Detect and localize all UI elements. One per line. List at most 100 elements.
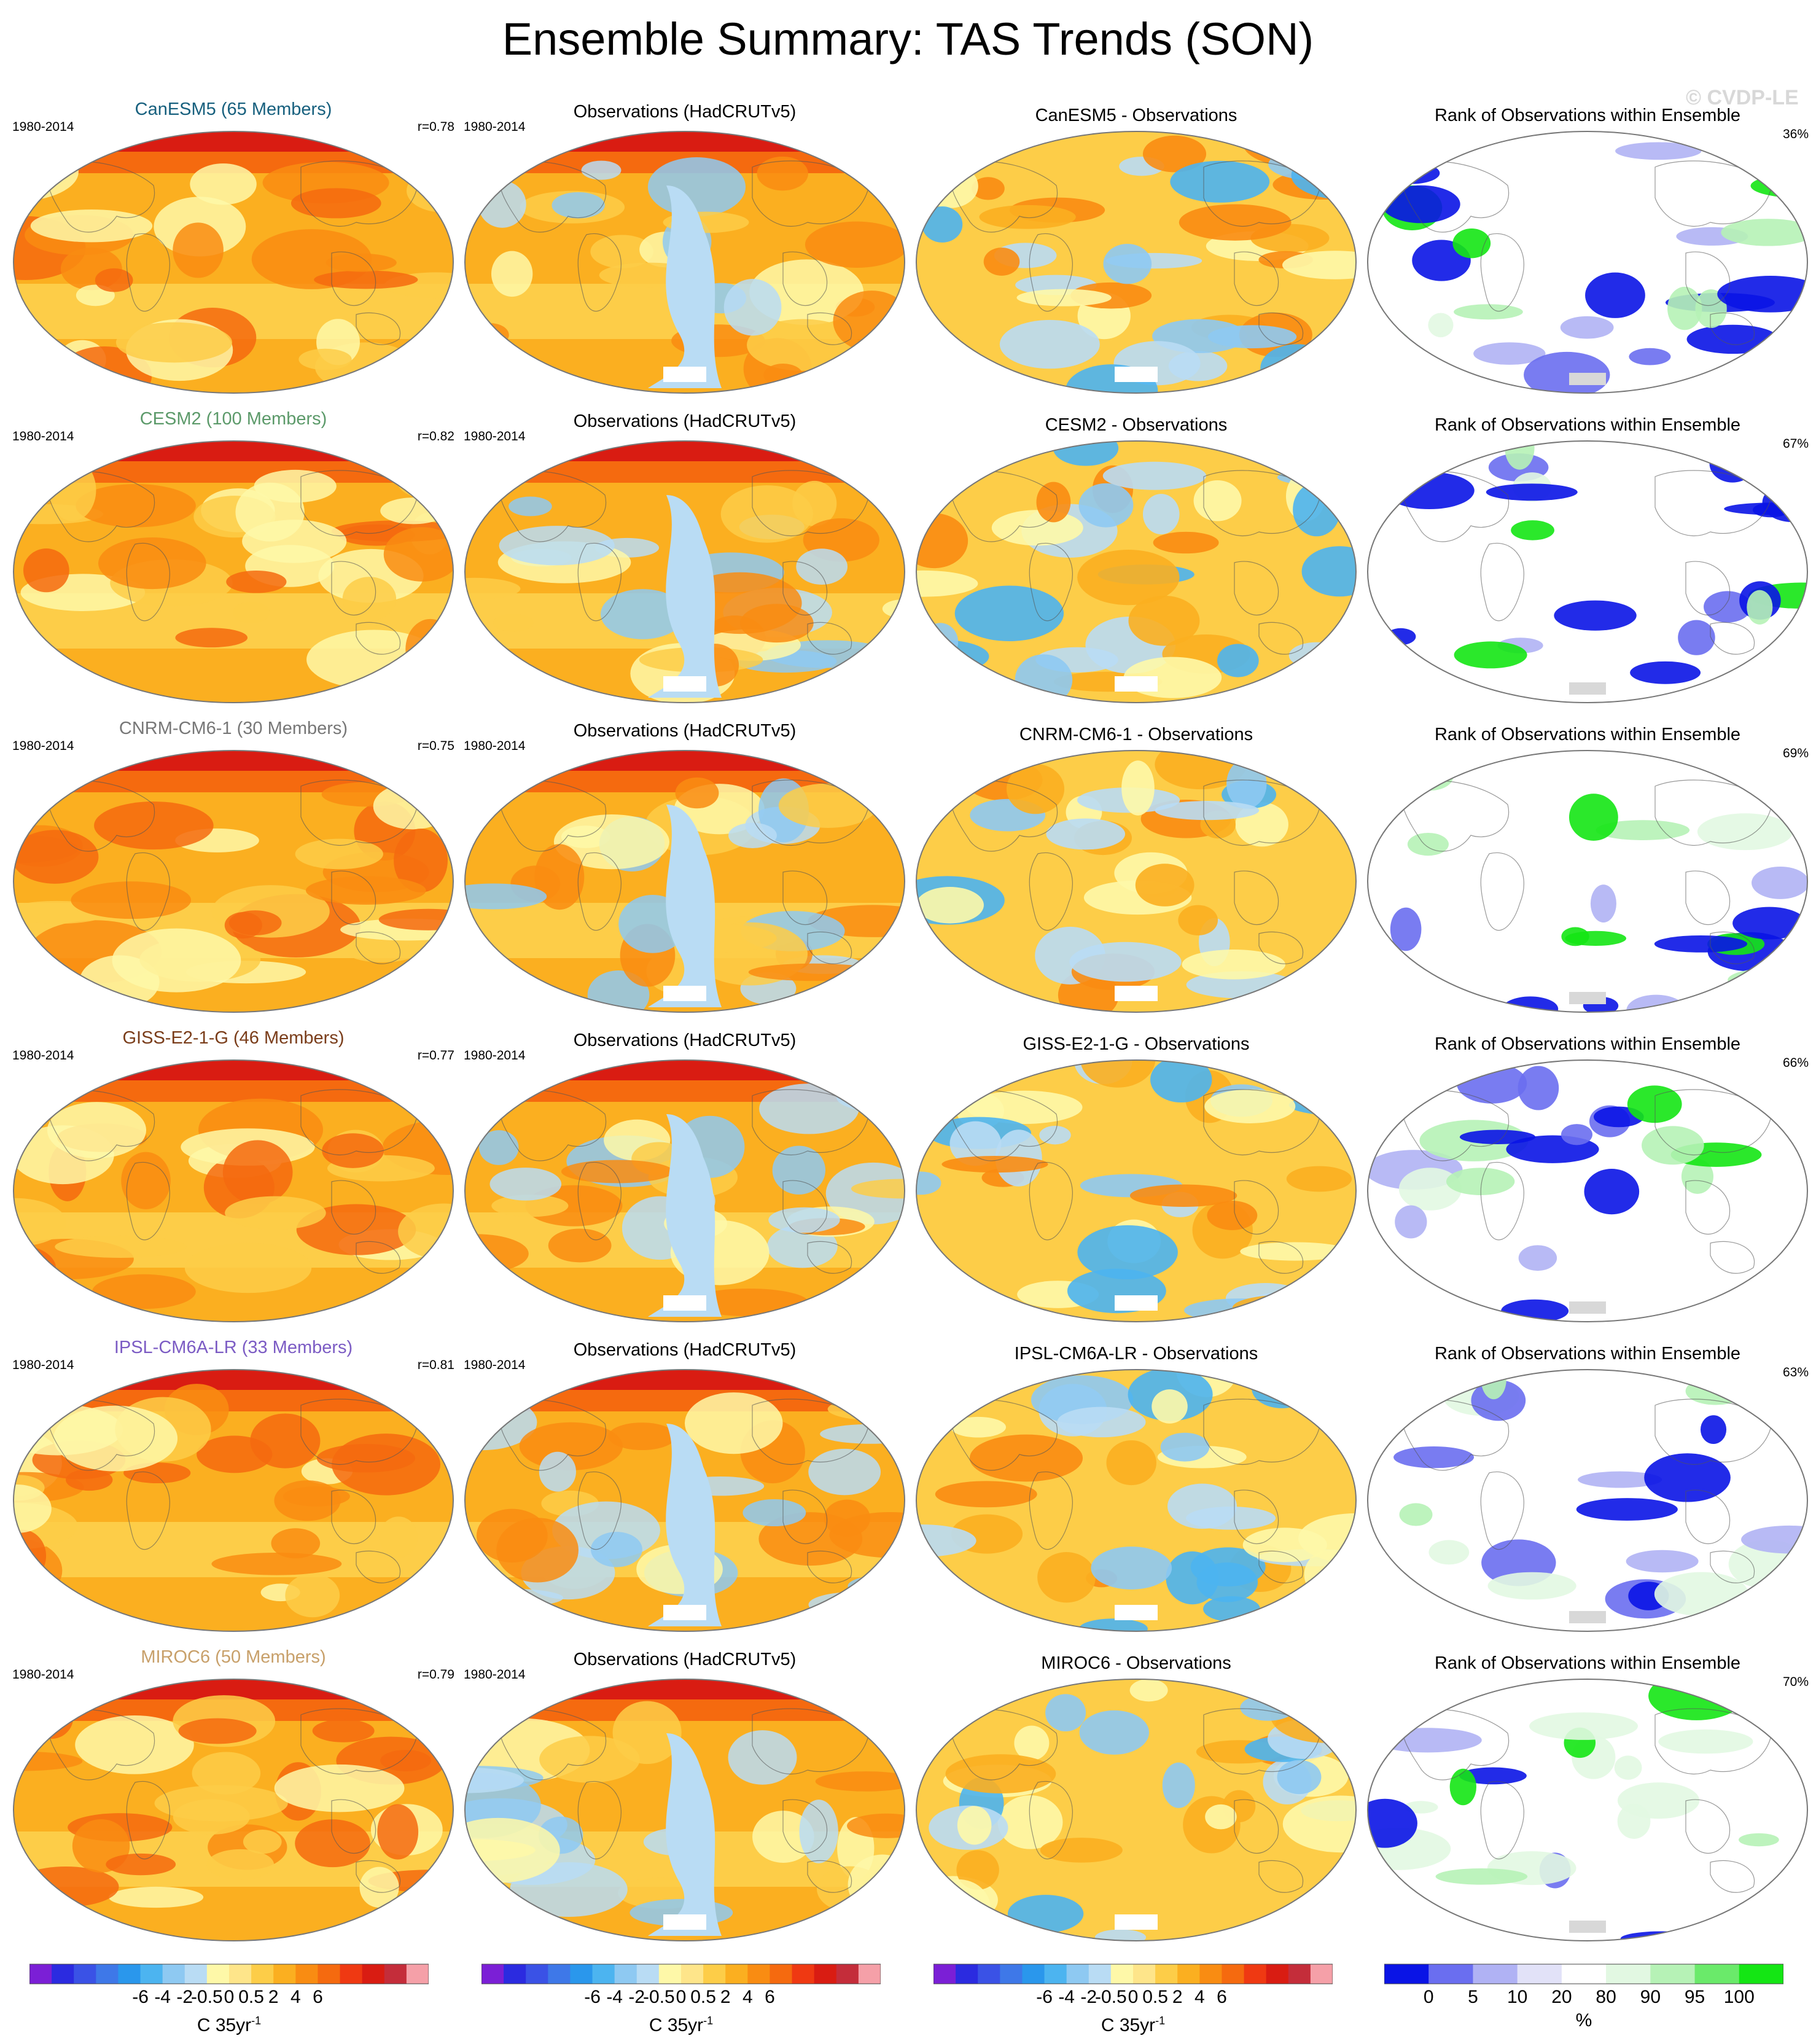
colorbar-swatch: [1694, 1964, 1740, 1984]
page-title: Ensemble Summary: TAS Trends (SON): [502, 14, 1314, 64]
colorbar-tick-label: 0.5: [690, 1987, 716, 2007]
colorbar-swatch: [251, 1964, 274, 1984]
diff-title: CESM2 - Observations: [1045, 415, 1228, 435]
colorbar-tick-label: 4: [742, 1987, 753, 2007]
period-label: 1980-2014: [12, 1358, 74, 1372]
model-trend-panel: GISS-E2-1-G (46 Members) 1980-2014 r=0.77: [12, 1027, 454, 1334]
model-trend-map: [13, 1059, 454, 1322]
colorbar-tick-label: 80: [1596, 1987, 1616, 2007]
diff-title: IPSL-CM6A-LR - Observations: [1014, 1344, 1258, 1363]
colorbar-tick-label: -0.5: [1095, 1987, 1127, 2007]
pattern-correlation: r=0.75: [417, 739, 454, 753]
colorbar-swatch: [978, 1964, 1000, 1984]
diff-panel: GISS-E2-1-G - Observations: [915, 1027, 1357, 1334]
obs-title: Observations (HadCRUTv5): [573, 102, 797, 122]
colorbar-swatch: [1066, 1964, 1089, 1984]
colorbar-obs-trend: -6 -4 -2 -0.5 0 0.5 2 4 6 C 35yr-1: [481, 1962, 881, 2035]
diff-map: [916, 440, 1357, 703]
rank-map: [1367, 440, 1808, 703]
colorbar-swatches: [933, 1964, 1333, 1984]
period-label: 1980-2014: [464, 429, 526, 443]
colorbar-swatch: [1155, 1964, 1178, 1984]
model-title: MIROC6 (50 Members): [141, 1647, 326, 1667]
colorbar-swatch: [570, 1964, 593, 1984]
rank-panel: Rank of Observations within Ensemble 67%: [1366, 408, 1809, 715]
colorbar-swatch: [140, 1964, 163, 1984]
colorbar-swatch: [747, 1964, 770, 1984]
colorbar-swatch: [1310, 1964, 1333, 1984]
rank-percent: 67%: [1782, 437, 1809, 451]
colorbar-tick-label: 2: [720, 1987, 731, 2007]
colorbar-swatch: [858, 1964, 881, 1984]
colorbar-tick-label: 2: [1172, 1987, 1183, 2007]
colorbar-swatch: [526, 1964, 548, 1984]
rank-map: [1367, 1369, 1808, 1632]
diff-map: [916, 1059, 1357, 1322]
colorbar-tick-label: 0: [224, 1987, 235, 2007]
rank-title: Rank of Observations within Ensemble: [1434, 1034, 1741, 1054]
diff-title: CanESM5 - Observations: [1035, 106, 1237, 125]
colorbar-tick-label: 2: [268, 1987, 279, 2007]
period-label: 1980-2014: [464, 739, 526, 753]
colorbar-tick-label: 0.5: [238, 1987, 264, 2007]
colorbar-tick-label: -2: [176, 1987, 193, 2007]
model-title: CanESM5 (65 Members): [134, 99, 332, 119]
colorbar-swatch: [1133, 1964, 1156, 1984]
colorbar-swatch: [52, 1964, 74, 1984]
rank-title: Rank of Observations within Ensemble: [1434, 415, 1741, 435]
colorbar-tick-label: 6: [1217, 1987, 1227, 2007]
colorbar-swatch: [206, 1964, 230, 1984]
colorbar-units: C 35yr-1: [197, 2015, 262, 2035]
rank-panel: Rank of Observations within Ensemble 69%: [1366, 717, 1809, 1024]
obs-trend-panel: Observations (HadCRUTv5) 1980-2014: [464, 98, 906, 405]
obs-trend-map: [464, 750, 905, 1013]
summary-row: IPSL-CM6A-LR (33 Members) 1980-2014 r=0.81…: [0, 1336, 1816, 1647]
obs-trend-map: [464, 131, 905, 394]
model-trend-panel: MIROC6 (50 Members) 1980-2014 r=0.79: [12, 1646, 454, 1953]
model-trend-map: [13, 440, 454, 703]
period-label: 1980-2014: [464, 1358, 526, 1372]
summary-row: CESM2 (100 Members) 1980-2014 r=0.82 Observ…: [0, 408, 1816, 718]
model-title: IPSL-CM6A-LR (33 Members): [114, 1338, 353, 1357]
obs-trend-map: [464, 440, 905, 703]
obs-trend-panel: Observations (HadCRUTv5) 1980-2014: [464, 408, 906, 715]
colorbar-swatch: [703, 1964, 726, 1984]
colorbar-tick-label: 0: [1128, 1987, 1139, 2007]
model-trend-map: [13, 1369, 454, 1632]
diff-title: CNRM-CM6-1 - Observations: [1019, 725, 1253, 744]
colorbar-swatch: [1266, 1964, 1289, 1984]
colorbar-swatch: [1473, 1964, 1518, 1984]
diff-panel: CanESM5 - Observations: [915, 98, 1357, 405]
colorbar-units: C 35yr-1: [1101, 2015, 1166, 2035]
colorbar-swatch: [184, 1964, 208, 1984]
colorbar-swatch: [1739, 1964, 1783, 1984]
rank-panel: Rank of Observations within Ensemble 36%: [1366, 98, 1809, 405]
colorbar-tick-label: -0.5: [191, 1987, 223, 2007]
colorbar-tick-label: 4: [1194, 1987, 1205, 2007]
colorbar-tick-label: -6: [132, 1987, 149, 2007]
rank-map: [1367, 1679, 1808, 1941]
rank-title: Rank of Observations within Ensemble: [1434, 1653, 1741, 1673]
model-trend-map: [13, 1679, 454, 1941]
colorbar-tick-label: -6: [584, 1987, 601, 2007]
summary-row: MIROC6 (50 Members) 1980-2014 r=0.79 Observ…: [0, 1646, 1816, 1956]
obs-trend-panel: Observations (HadCRUTv5) 1980-2014: [464, 1336, 906, 1644]
colorbar-swatch: [1384, 1964, 1429, 1984]
colorbar-tick-label: 20: [1551, 1987, 1572, 2007]
colorbar-swatches: [29, 1964, 429, 1984]
summary-row: CNRM-CM6-1 (30 Members) 1980-2014 r=0.75 Ob…: [0, 717, 1816, 1028]
colorbar-swatch: [681, 1964, 704, 1984]
obs-trend-panel: Observations (HadCRUTv5) 1980-2014: [464, 1646, 906, 1953]
colorbar-tick-label: 0.5: [1142, 1987, 1168, 2007]
colorbar-swatch: [1044, 1964, 1067, 1984]
rank-percent: 63%: [1782, 1365, 1809, 1379]
colorbar-ticks: -6 -4 -2 -0.5 0 0.5 2 4 6: [481, 1986, 881, 2011]
colorbar-swatch: [636, 1964, 660, 1984]
colorbar-tick-label: 95: [1684, 1987, 1705, 2007]
summary-row: GISS-E2-1-G (46 Members) 1980-2014 r=0.77 O…: [0, 1027, 1816, 1337]
colorbar-model-trend: -6 -4 -2 -0.5 0 0.5 2 4 6 C 35yr-1: [29, 1962, 429, 2035]
colorbar-swatch: [1650, 1964, 1696, 1984]
colorbar-tick-label: 10: [1506, 1987, 1528, 2007]
colorbar-swatch: [1022, 1964, 1045, 1984]
colorbar-swatch: [770, 1964, 793, 1984]
